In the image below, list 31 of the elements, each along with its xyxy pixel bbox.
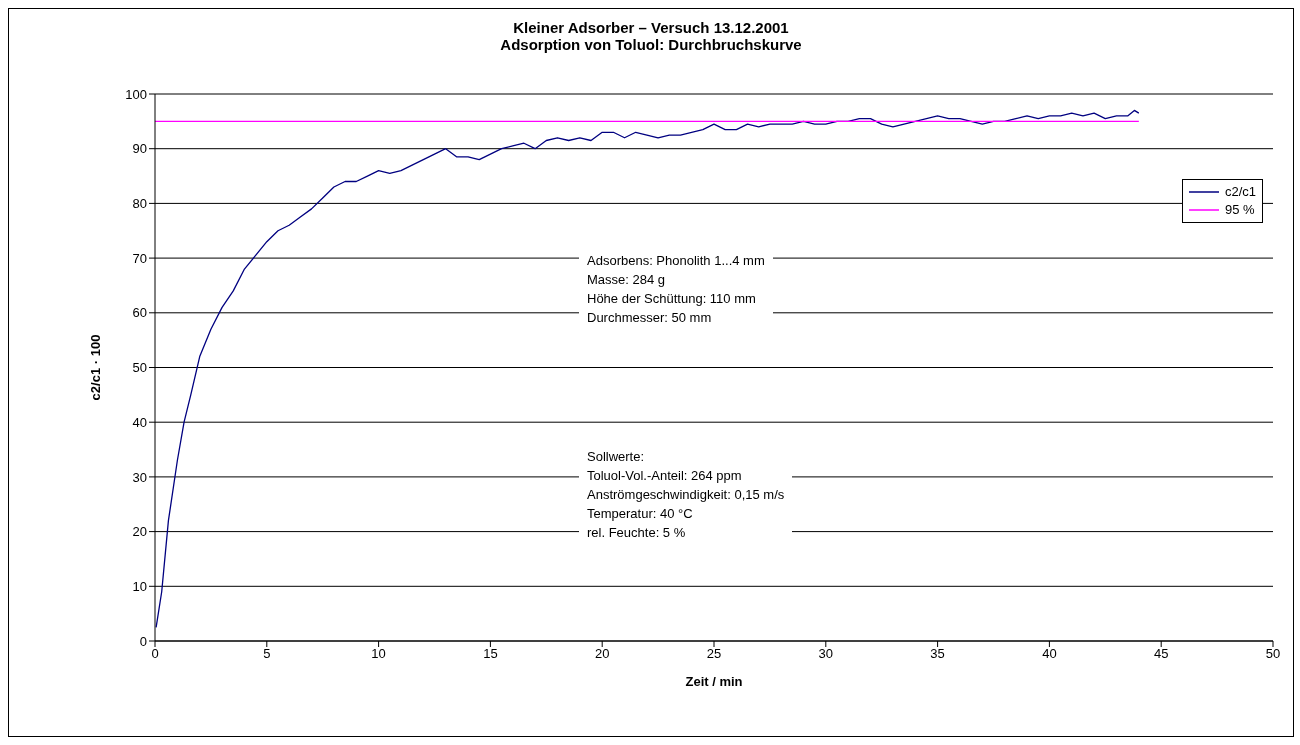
x-tick-label: 35	[930, 646, 945, 662]
y-tick-label: 80	[132, 196, 147, 212]
y-tick-label: 50	[132, 360, 147, 376]
y-tick-label: 0	[139, 633, 147, 649]
y-tick-label: 30	[132, 469, 147, 485]
legend-label: c2/c1	[1224, 183, 1256, 201]
x-tick-label: 10	[371, 646, 386, 662]
y-tick-label: 40	[132, 414, 147, 430]
x-tick-label: 15	[483, 646, 498, 662]
x-tick-label: 45	[1153, 646, 1169, 662]
y-tick-label: 60	[132, 305, 147, 321]
annotation: Adsorbens: Phonolith 1...4 mm Masse: 284 g Höhe der Schüttung: 110 mm Durchmesser: 50 mm	[579, 249, 773, 333]
y-tick-label: 70	[132, 250, 147, 266]
chart-title: Kleiner Adsorber – Versuch 13.12.2001	[512, 19, 790, 36]
x-tick-label: 0	[151, 646, 159, 662]
x-tick-label: 30	[818, 646, 834, 662]
x-tick-label: 20	[594, 646, 610, 662]
chart-subtitle: Adsorption von Toluol: Durchbruchskurve	[499, 36, 803, 53]
y-tick-label: 90	[132, 141, 147, 157]
x-tick-label: 25	[706, 646, 722, 662]
y-tick-label: 100	[125, 86, 147, 102]
annotation: Sollwerte: Toluol-Vol.-Anteil: 264 ppm Anströmgeschwindigkeit: 0,15 m/s Temperatur: 40 °C rel. Feuchte: 5 %	[579, 445, 793, 548]
y-tick-label: 20	[132, 524, 147, 540]
x-tick-label: 50	[1265, 646, 1281, 662]
y-axis-title: c2/c1 · 100	[87, 334, 103, 401]
legend-label: 95 %	[1224, 201, 1255, 219]
x-tick-label: 40	[1042, 646, 1057, 662]
line-series	[155, 109, 1140, 628]
y-tick-label: 10	[132, 578, 147, 594]
x-axis-title: Zeit / min	[685, 674, 743, 689]
x-tick-label: 5	[263, 646, 271, 662]
